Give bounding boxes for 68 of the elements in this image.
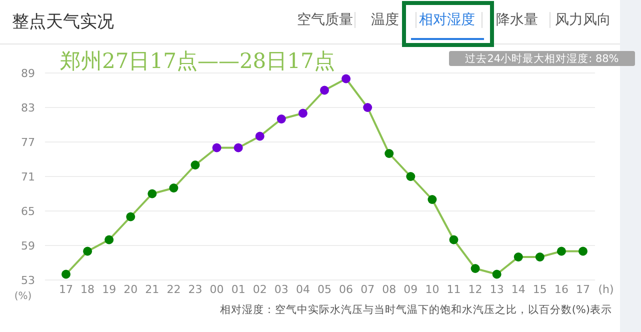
text: 风力风向 [555,12,611,28]
x-tick-label: 06 [339,283,354,296]
text: 相对湿度：空气中实际水汽压与当时气温下的饱和水汽压之比，以百分数(%)表示 [220,303,612,316]
point [363,103,372,112]
point [83,246,92,256]
x-tick-label: 15 [532,283,547,296]
point [212,143,222,152]
x-axis-title: (h) [598,283,614,296]
x-tick-label: 07 [360,283,375,296]
x-tick-label: 01 [231,283,246,296]
text: 过去24小时最大相对湿度: 88% [465,52,619,65]
y-axis-title: (%) [14,291,32,302]
point [276,114,286,124]
point [255,132,264,141]
point [126,212,136,222]
point [384,149,394,158]
y-tick-label: 83 [21,102,35,114]
x-tick-label: 04 [296,283,310,296]
point [104,235,114,244]
point [470,264,480,273]
y-tick-label: 89 [21,67,35,80]
x-tick-label: 10 [425,283,440,296]
x-tick-label: 22 [166,283,181,296]
point [320,86,329,95]
x-tick-label: 03 [274,283,288,296]
x-tick-label: 17 [59,283,73,296]
x-tick-label: 13 [490,283,504,296]
y-tick-label: 71 [21,170,35,184]
x-tick-label: 23 [188,283,202,296]
y-tick-label: 77 [21,136,35,149]
point [169,184,178,192]
x-tick-label: 11 [446,283,461,296]
text: 空气质量 [297,12,353,28]
x-tick-label: 08 [382,283,396,296]
point [62,270,70,279]
x-tick-label: 16 [554,283,568,296]
chart-subtitle: 郑州27日17点——28日17点 [60,49,335,73]
point [428,195,437,204]
text: 降水量 [496,12,538,28]
x-tick-label: 09 [404,283,418,296]
y-tick-label: 65 [21,205,35,218]
point [578,246,588,256]
point [190,160,200,170]
x-tick-label: 05 [318,283,332,296]
x-tick-label: 20 [124,283,138,296]
y-tick-label: 59 [21,240,35,252]
point [535,252,544,262]
chart-title: 整点天气实况 [12,12,114,32]
x-tick-label: 17 [576,283,590,296]
point [406,172,416,181]
x-tick-label: 18 [80,283,95,296]
x-tick-label: 19 [102,283,116,296]
x-tick-label: 12 [468,283,482,296]
point [514,252,523,262]
y-tick-label: 53 [21,274,35,287]
point [234,143,243,152]
x-tick-label: 00 [210,283,224,296]
point [492,270,502,279]
point [342,74,351,84]
x-tick-label: 14 [511,283,526,296]
text: 温度 [371,12,399,28]
x-tick-label: 02 [252,283,267,296]
x-tick-label: 21 [145,283,160,296]
point [148,189,157,198]
point [298,108,308,118]
point [449,235,458,244]
text: 相对湿度 [419,12,475,28]
point [556,246,566,256]
